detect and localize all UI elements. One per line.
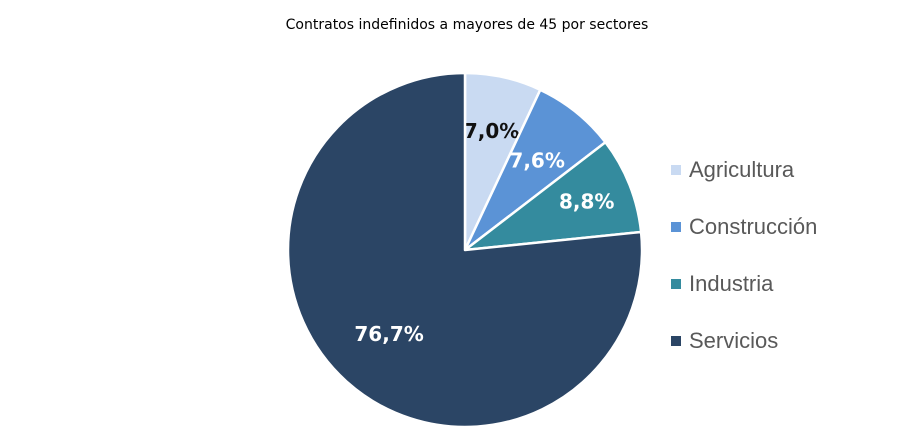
- legend: Agricultura Construcción Industria Servi…: [671, 153, 891, 381]
- legend-swatch-servicios: [671, 336, 681, 346]
- legend-item-agricultura: Agricultura: [671, 153, 891, 187]
- data-label-agricultura: 7,0%: [464, 119, 519, 143]
- pie-slice-industria: [463, 141, 643, 252]
- legend-label-agricultura: Agricultura: [689, 157, 795, 182]
- legend-label-servicios: Servicios: [689, 328, 779, 353]
- data-label-servicios: 76,7%: [354, 322, 423, 346]
- data-label-construccion: 7,6%: [509, 148, 564, 172]
- legend-label-industria: Industria: [689, 271, 774, 296]
- legend-label-construccion: Construcción: [689, 214, 818, 239]
- chart-title: Contratos indefinidos a mayores de 45 po…: [285, 17, 649, 33]
- legend-swatch-industria: [671, 279, 681, 289]
- data-label-industria: 8,8%: [559, 190, 614, 214]
- legend-swatch-agricultura: [671, 165, 681, 175]
- legend-item-servicios: Servicios: [671, 324, 891, 358]
- legend-item-industria: Industria: [671, 267, 891, 301]
- legend-swatch-construccion: [671, 222, 681, 232]
- legend-item-construccion: Construcción: [671, 210, 891, 244]
- pie-slice-servicios: [286, 71, 644, 429]
